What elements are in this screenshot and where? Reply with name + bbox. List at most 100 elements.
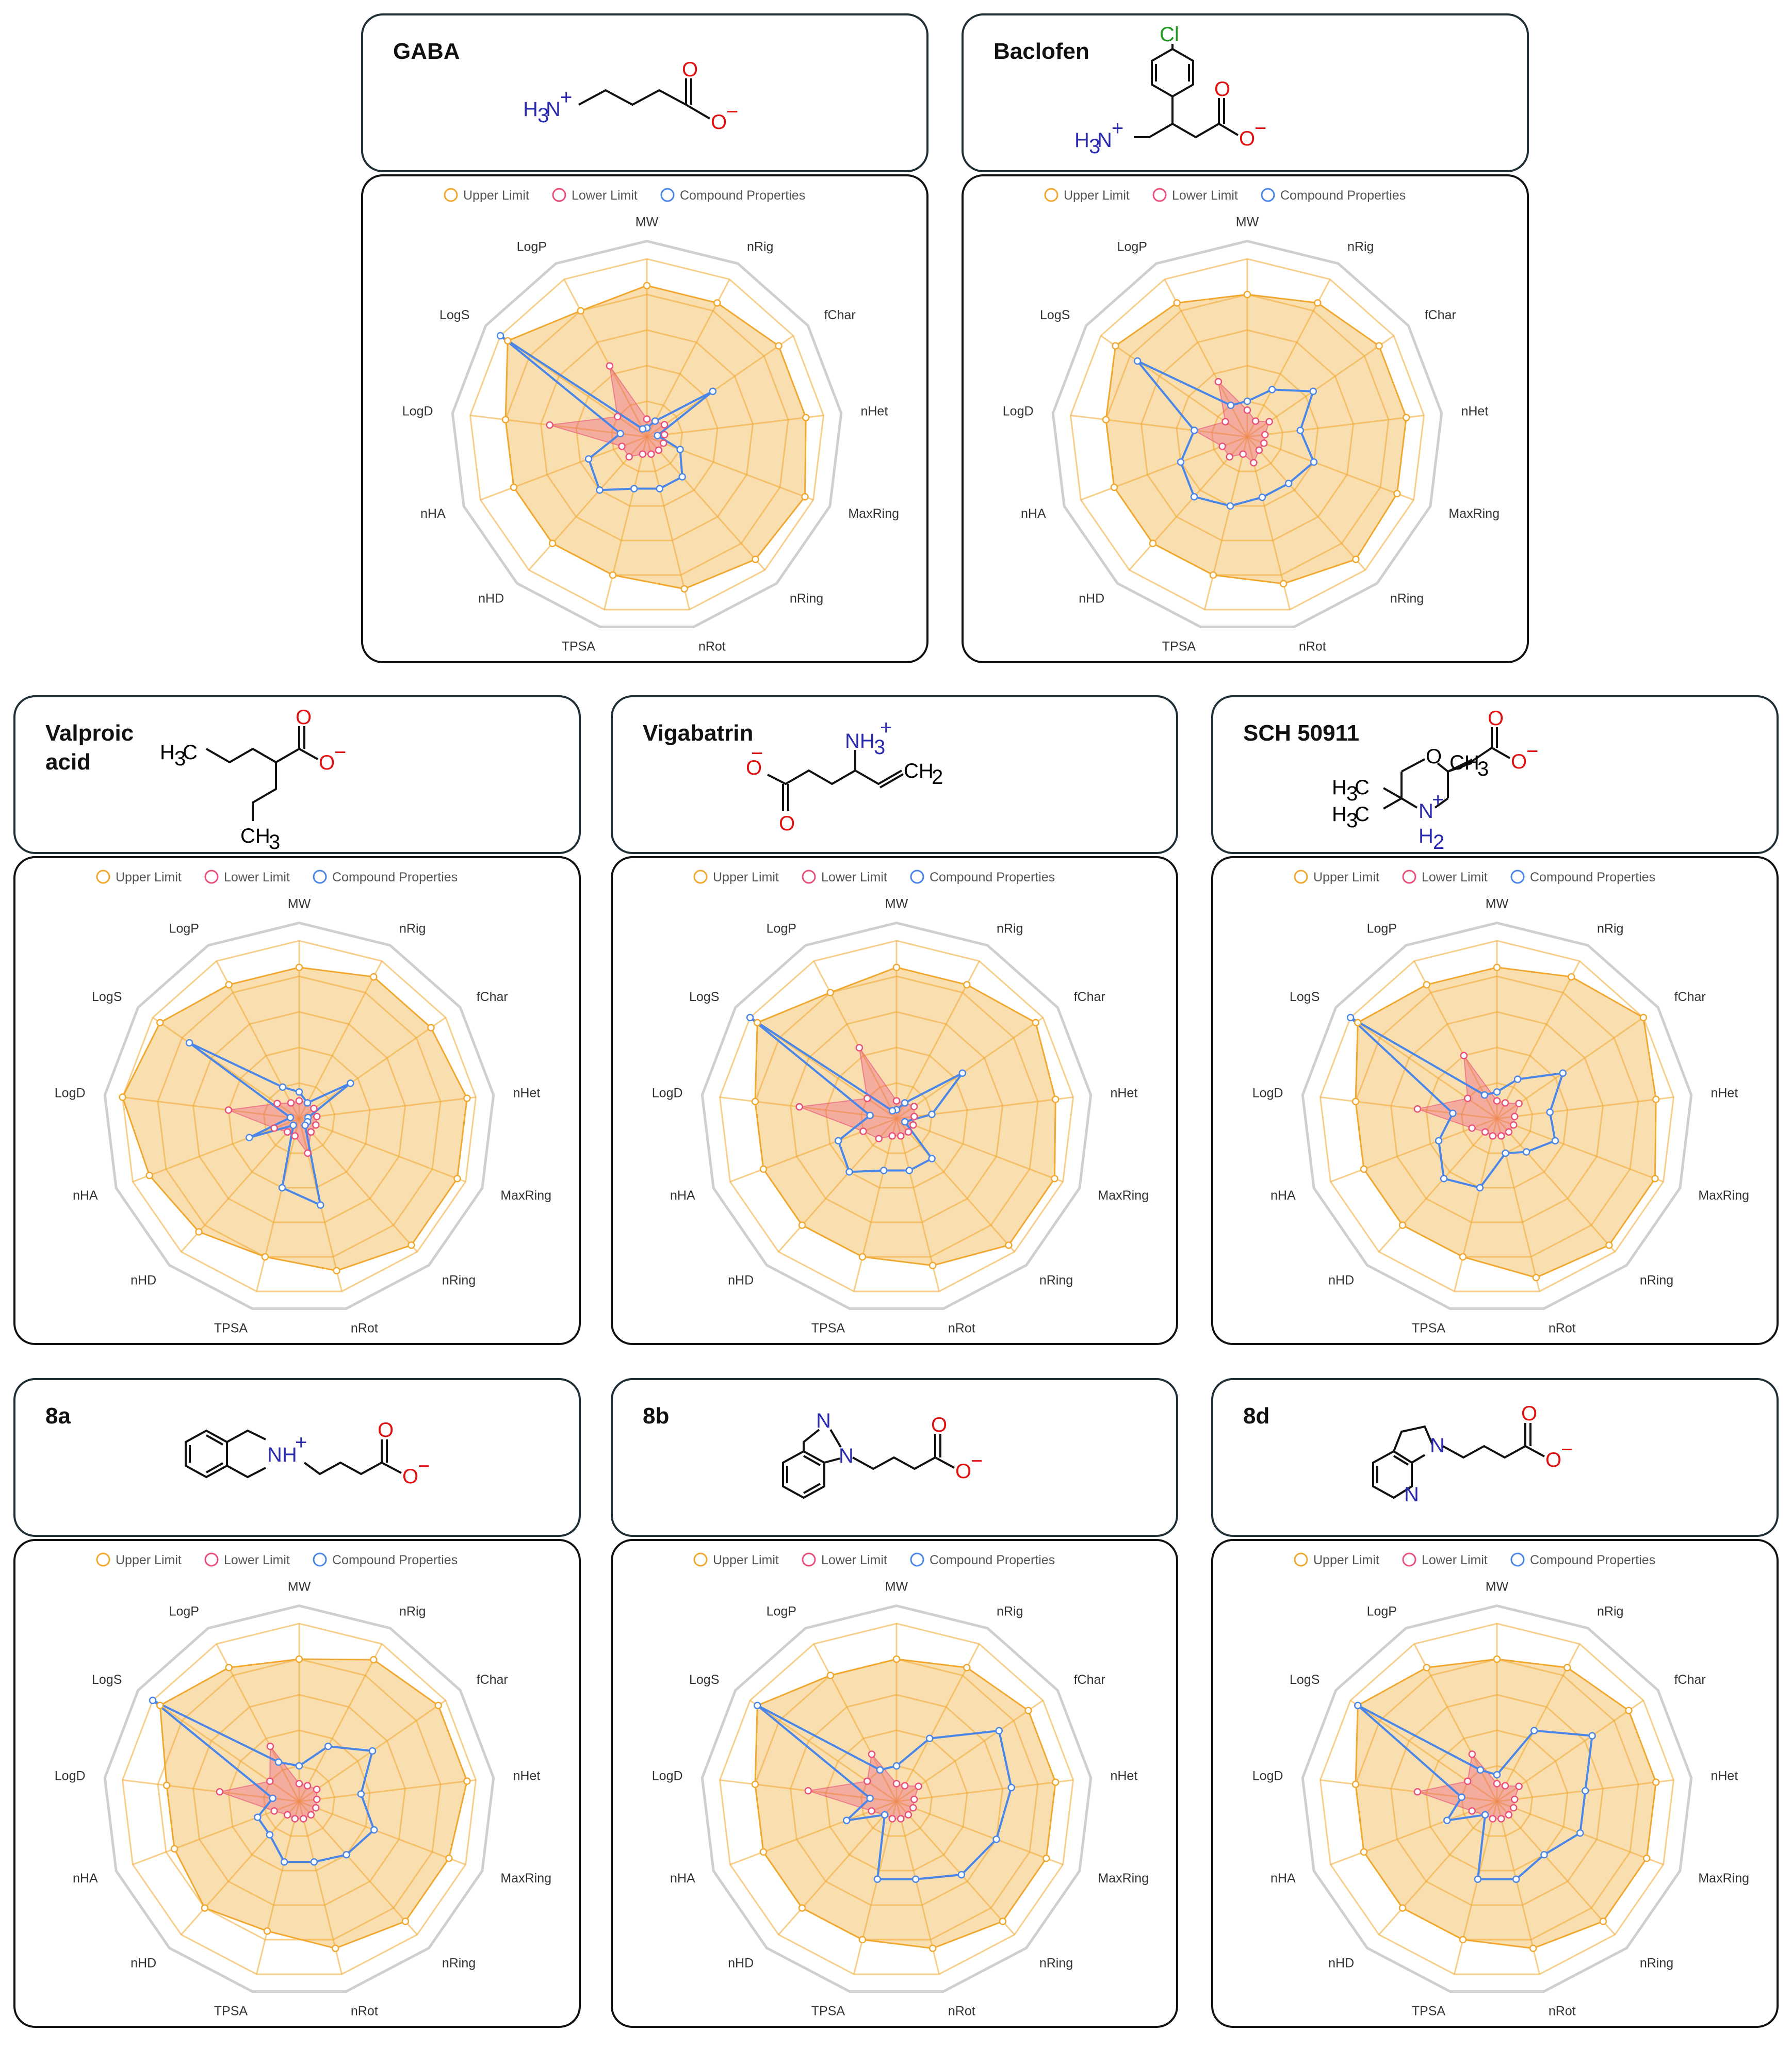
title-box: 8a NH + O O −	[13, 1378, 581, 1537]
axis-label-mw: MW	[885, 1580, 908, 1594]
lower-limit-point	[909, 1121, 917, 1129]
legend-label-lower: Lower Limit	[1172, 188, 1238, 203]
grid-ring	[192, 1694, 406, 1906]
upper-limit-point	[1024, 1707, 1032, 1714]
structure-gaba: H 3 N + O O −	[523, 58, 738, 134]
upper-limit-point	[775, 342, 783, 350]
axis-label-maxring: MaxRing	[500, 1871, 551, 1886]
lower-limit-point	[1505, 1128, 1513, 1136]
compound-point	[911, 1875, 920, 1883]
atom-ch: CH	[904, 760, 934, 782]
axis-label-logd: LogD	[1003, 404, 1034, 419]
upper-limit-point	[751, 1780, 759, 1788]
atom-n-bottom: N	[839, 1445, 854, 1467]
grid-spoke	[646, 436, 814, 501]
compound-point	[279, 1083, 287, 1091]
compound-point	[185, 1039, 193, 1047]
lower-limit-point	[1501, 1099, 1509, 1107]
axis-label-nring: nRing	[1039, 1273, 1073, 1288]
upper-limit-point	[1568, 973, 1575, 981]
upper-limit-point	[1243, 290, 1251, 299]
legend-marker-lower	[204, 1552, 219, 1567]
upper-limit-point	[609, 571, 617, 579]
grid-spoke	[1453, 1118, 1498, 1292]
compound-line	[1349, 1017, 1565, 1189]
lower-limit-point	[1489, 1132, 1496, 1140]
compound-point	[876, 1766, 884, 1774]
structure-baclofen: Cl H 3 N + O O −	[1074, 23, 1266, 158]
compound-point	[269, 1794, 276, 1803]
compound-point	[295, 1088, 303, 1096]
compound-point	[881, 1811, 889, 1819]
lower-limit-point	[1493, 1780, 1501, 1788]
lower-limit-point	[1515, 1782, 1523, 1790]
legend-label-compound: Compound Properties	[680, 188, 805, 203]
axis-label-nha: nHA	[1021, 506, 1046, 521]
grid-spoke	[298, 1118, 418, 1253]
axis-label-nrot: nRot	[351, 2004, 378, 2018]
grid-ring	[1319, 1623, 1675, 1975]
axis-label-nhd: nHD	[728, 1273, 754, 1288]
upper-limit-point	[510, 483, 518, 491]
lower-limit-point	[909, 1804, 917, 1812]
grid-ring	[825, 1046, 968, 1189]
axis-label-tpsa: TPSA	[811, 1321, 845, 1335]
lower-limit-point	[892, 1097, 901, 1105]
upper-limit-point	[225, 981, 233, 989]
upper-limit-point	[1110, 483, 1118, 491]
lower-limit-point	[1413, 1788, 1422, 1796]
compound-point	[317, 1201, 324, 1209]
compound-point	[746, 1013, 754, 1022]
lower-limit-point	[1260, 439, 1268, 447]
legend-marker-upper	[1044, 188, 1058, 202]
upper-limit-point	[1042, 1854, 1050, 1862]
grid-spoke	[299, 1800, 466, 1865]
lower-limit-point	[313, 1112, 321, 1121]
grid-spoke	[646, 436, 691, 610]
charge-minus: −	[1561, 1438, 1573, 1461]
title-box: Valproic acid H 3 C O O − CH 3	[13, 695, 581, 854]
lower-limit-point	[1481, 1128, 1489, 1136]
lower-limit-point	[1221, 418, 1229, 425]
compound-point	[343, 1851, 350, 1859]
charge-plus: +	[1432, 789, 1444, 811]
lower-limit-point	[310, 1105, 318, 1112]
legend-label-lower: Lower Limit	[1422, 870, 1488, 884]
compound-point	[1522, 1148, 1530, 1156]
title-box: Baclofen Cl H 3 N + O O −	[962, 13, 1529, 172]
axis-label-nring: nRing	[442, 1956, 476, 1971]
upper-limit-point	[1354, 1019, 1362, 1027]
lower-limit-point	[660, 431, 669, 439]
atom-n-top: N	[816, 1410, 831, 1432]
lower-limit-point	[283, 1811, 291, 1819]
compound-point	[368, 1747, 377, 1755]
axis-label-logd: LogD	[652, 1769, 683, 1783]
axis-label-nrig: nRig	[1347, 239, 1374, 254]
upper-limit-point	[963, 1664, 971, 1672]
grid-ring	[1355, 1658, 1639, 1941]
axis-label-logp: LogP	[1117, 239, 1147, 254]
axis-label-nhet: nHet	[513, 1086, 540, 1101]
lower-limit-point	[1510, 1804, 1518, 1812]
lower-limit-point	[795, 1103, 803, 1111]
compound-point	[754, 1701, 761, 1710]
axis-label-nrig: nRig	[997, 1604, 1023, 1618]
compound-point	[1310, 458, 1318, 466]
grid-spoke	[299, 1017, 446, 1120]
axis-label-fchar: fChar	[477, 990, 508, 1004]
compound-point	[266, 1831, 274, 1839]
compound-point	[1346, 1013, 1355, 1022]
compound-point	[879, 1167, 888, 1174]
grid-spoke	[1378, 1801, 1498, 1936]
atom-h: H	[1074, 129, 1089, 152]
upper-limit-point	[1493, 1655, 1501, 1663]
compound-point	[616, 430, 624, 438]
upper-limit-point	[504, 337, 512, 345]
lower-limit-point	[625, 453, 633, 461]
compound-point	[1540, 1851, 1548, 1859]
legend-label-lower: Lower Limit	[224, 1553, 290, 1567]
compound-point	[866, 1794, 874, 1803]
charge-minus: −	[334, 741, 346, 764]
atom-c: C	[1355, 803, 1370, 826]
compound-title: SCH 50911	[1243, 720, 1360, 746]
